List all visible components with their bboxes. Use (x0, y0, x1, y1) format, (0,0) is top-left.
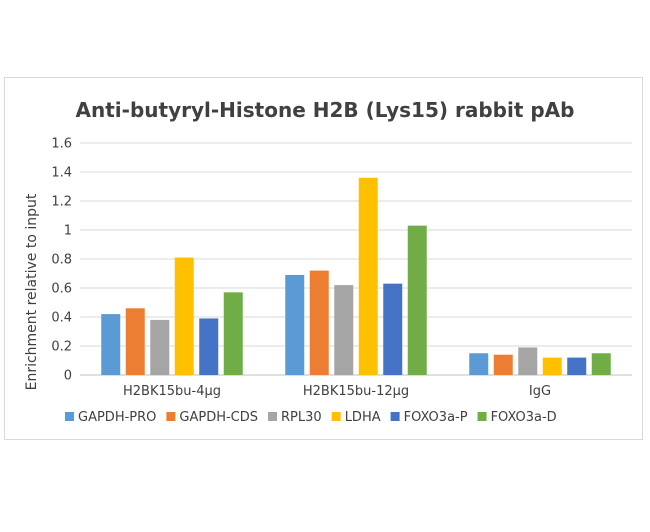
bar-ldha-3 (542, 357, 562, 375)
x-category-label: H2BK15bu-12μg (303, 384, 409, 399)
y-tick-label: 0.2 (51, 340, 72, 355)
gridlines (80, 142, 632, 376)
chart-frame: Anti-butyryl-Histone H2B (Lys15) rabbit … (4, 77, 643, 440)
legend-label: FOXO3a-D (491, 410, 557, 425)
legend-swatch (390, 412, 400, 421)
legend-label: GAPDH-PRO (78, 410, 156, 425)
bar-foxo3a-d-1 (223, 292, 243, 375)
y-tick-label: 1.2 (51, 195, 72, 210)
bar-foxo3a-d-2 (407, 225, 427, 375)
legend-swatch (166, 412, 176, 421)
x-category-label: IgG (529, 384, 551, 399)
bar-gapdh-pro-1 (101, 314, 121, 375)
bar-foxo3a-p-2 (383, 283, 403, 375)
legend-swatch (268, 412, 278, 421)
y-tick-label: 0.8 (51, 253, 72, 268)
legend-label: LDHA (345, 410, 381, 425)
y-axis-ticks: 0 0.2 0.4 0.6 0.8 1 1.2 1.4 1.6 (51, 137, 72, 384)
bar-gapdh-cds-3 (493, 354, 513, 375)
bar-foxo3a-d-3 (591, 353, 611, 375)
legend-swatch (331, 412, 341, 421)
bar-rpl30-3 (518, 347, 538, 375)
bar-rpl30-2 (334, 285, 354, 375)
legend-label: FOXO3a-P (404, 410, 468, 425)
legend-label: RPL30 (281, 410, 322, 425)
bar-foxo3a-p-3 (567, 357, 587, 375)
y-tick-label: 0.4 (51, 311, 72, 326)
bars (101, 177, 611, 375)
legend-label: GAPDH-CDS (179, 410, 258, 425)
bar-gapdh-pro-2 (285, 274, 305, 375)
y-axis-title: Enrichment relative to input (24, 193, 40, 390)
bar-ldha-1 (174, 257, 194, 375)
x-axis-categories: H2BK15bu-4μg H2BK15bu-12μg IgG (123, 384, 551, 399)
legend-swatch (477, 412, 487, 421)
legend: GAPDH-PRO GAPDH-CDS RPL30 LDHA FOXO3a-P FOXO3… (65, 410, 557, 425)
y-tick-label: 0 (64, 369, 72, 384)
bar-ldha-2 (358, 177, 378, 375)
bar-chart: Anti-butyryl-Histone H2B (Lys15) rabbit … (24, 98, 632, 425)
y-tick-label: 0.6 (51, 282, 72, 297)
y-tick-label: 1.6 (51, 137, 72, 152)
bar-gapdh-cds-1 (125, 308, 145, 375)
bar-foxo3a-p-1 (199, 318, 219, 375)
legend-swatch (65, 412, 74, 421)
y-tick-label: 1.4 (51, 166, 72, 181)
bar-gapdh-pro-3 (469, 353, 489, 375)
bar-rpl30-1 (150, 319, 170, 375)
y-tick-label: 1 (64, 224, 72, 239)
bar-gapdh-cds-2 (309, 270, 329, 375)
chart-title: Anti-butyryl-Histone H2B (Lys15) rabbit … (76, 98, 575, 122)
x-category-label: H2BK15bu-4μg (123, 384, 221, 399)
